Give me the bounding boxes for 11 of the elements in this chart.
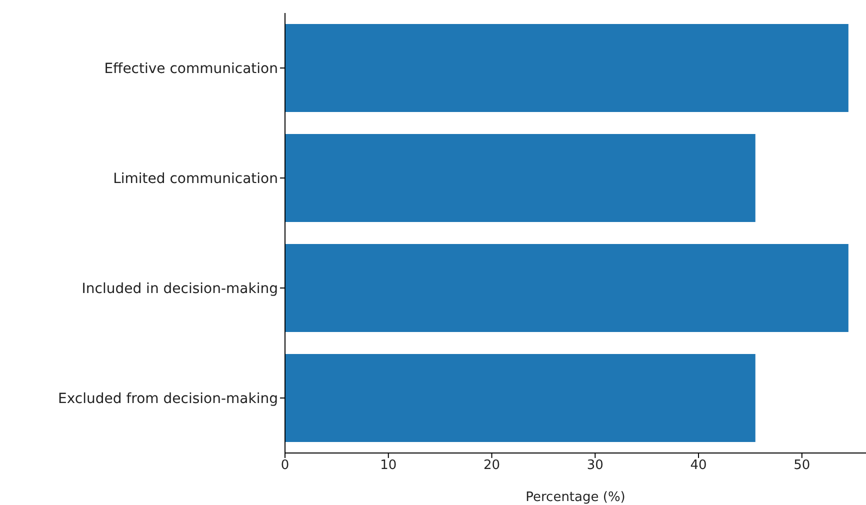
x-tick-label: 20: [483, 458, 500, 474]
x-tick-label: 40: [690, 458, 707, 474]
y-tick-label: Included in decision-making: [82, 280, 278, 297]
x-axis-title: Percentage (%): [526, 490, 626, 505]
x-tick-label: 30: [586, 458, 604, 474]
x-tick-label: 10: [380, 458, 397, 474]
y-tick-label: Excluded from decision-making: [58, 390, 278, 407]
y-tick-label: Effective communication: [104, 60, 278, 77]
y-tick-label: Limited communication: [113, 170, 278, 187]
x-tick-label: 0: [280, 458, 290, 474]
x-tick-label: 50: [794, 458, 810, 474]
